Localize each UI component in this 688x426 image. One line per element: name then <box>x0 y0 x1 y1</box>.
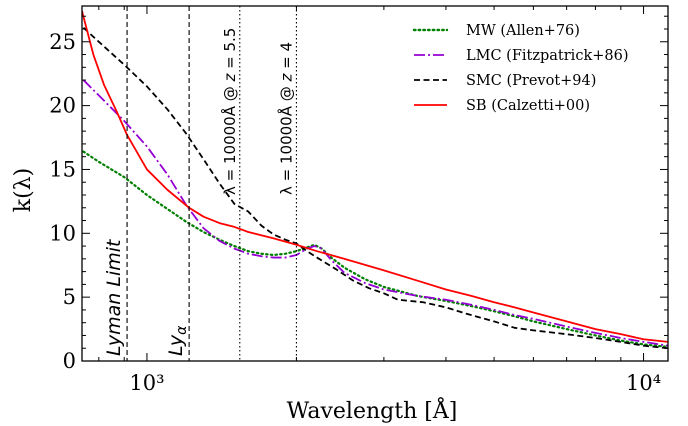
vline-label-sub-1: α <box>174 325 190 335</box>
y-tick-label-0: 0 <box>63 349 76 373</box>
vline-label-tail-2: = 5.5 <box>221 28 239 74</box>
vline-label-2: λ = 10000Å @ z = 5.5 <box>220 28 239 195</box>
y-tick-label-3: 15 <box>49 157 76 181</box>
series-line-3 <box>82 10 668 343</box>
legend-label-2: SMC (Prevot+94) <box>466 73 596 89</box>
vline-label-0: Lyman Limit <box>103 238 125 356</box>
vline-label-var-3: z <box>277 73 295 83</box>
vline-label-main-1: Ly <box>165 334 187 356</box>
plot-frame <box>81 5 669 362</box>
vline-label-main-3: λ = 10000Å @ <box>276 82 295 196</box>
series-line-1 <box>82 79 668 347</box>
legend-label-0: MW (Allen+76) <box>466 23 580 39</box>
y-tick-label-4: 20 <box>49 94 76 118</box>
x-axis-label: Wavelength [Å] <box>287 396 458 424</box>
y-tick-label-2: 10 <box>49 221 76 245</box>
vline-label-main-2: λ = 10000Å @ <box>220 82 239 196</box>
vline-label-1: Lyα <box>165 325 190 356</box>
vline-label-3: λ = 10000Å @ z = 4 <box>276 42 295 195</box>
vline-label-tail-3: = 4 <box>277 42 295 74</box>
legend-label-1: LMC (Fitzpatrick+86) <box>466 48 629 64</box>
x-tick-label-0: 10³ <box>129 371 164 395</box>
vline-label-var-2: z <box>221 73 239 83</box>
legend-label-3: SB (Calzetti+00) <box>466 98 590 114</box>
x-tick-label-1: 10⁴ <box>626 371 661 395</box>
y-tick-label-5: 25 <box>49 30 76 54</box>
y-axis-label: k(λ) <box>11 168 36 212</box>
y-tick-label-1: 5 <box>63 285 76 309</box>
